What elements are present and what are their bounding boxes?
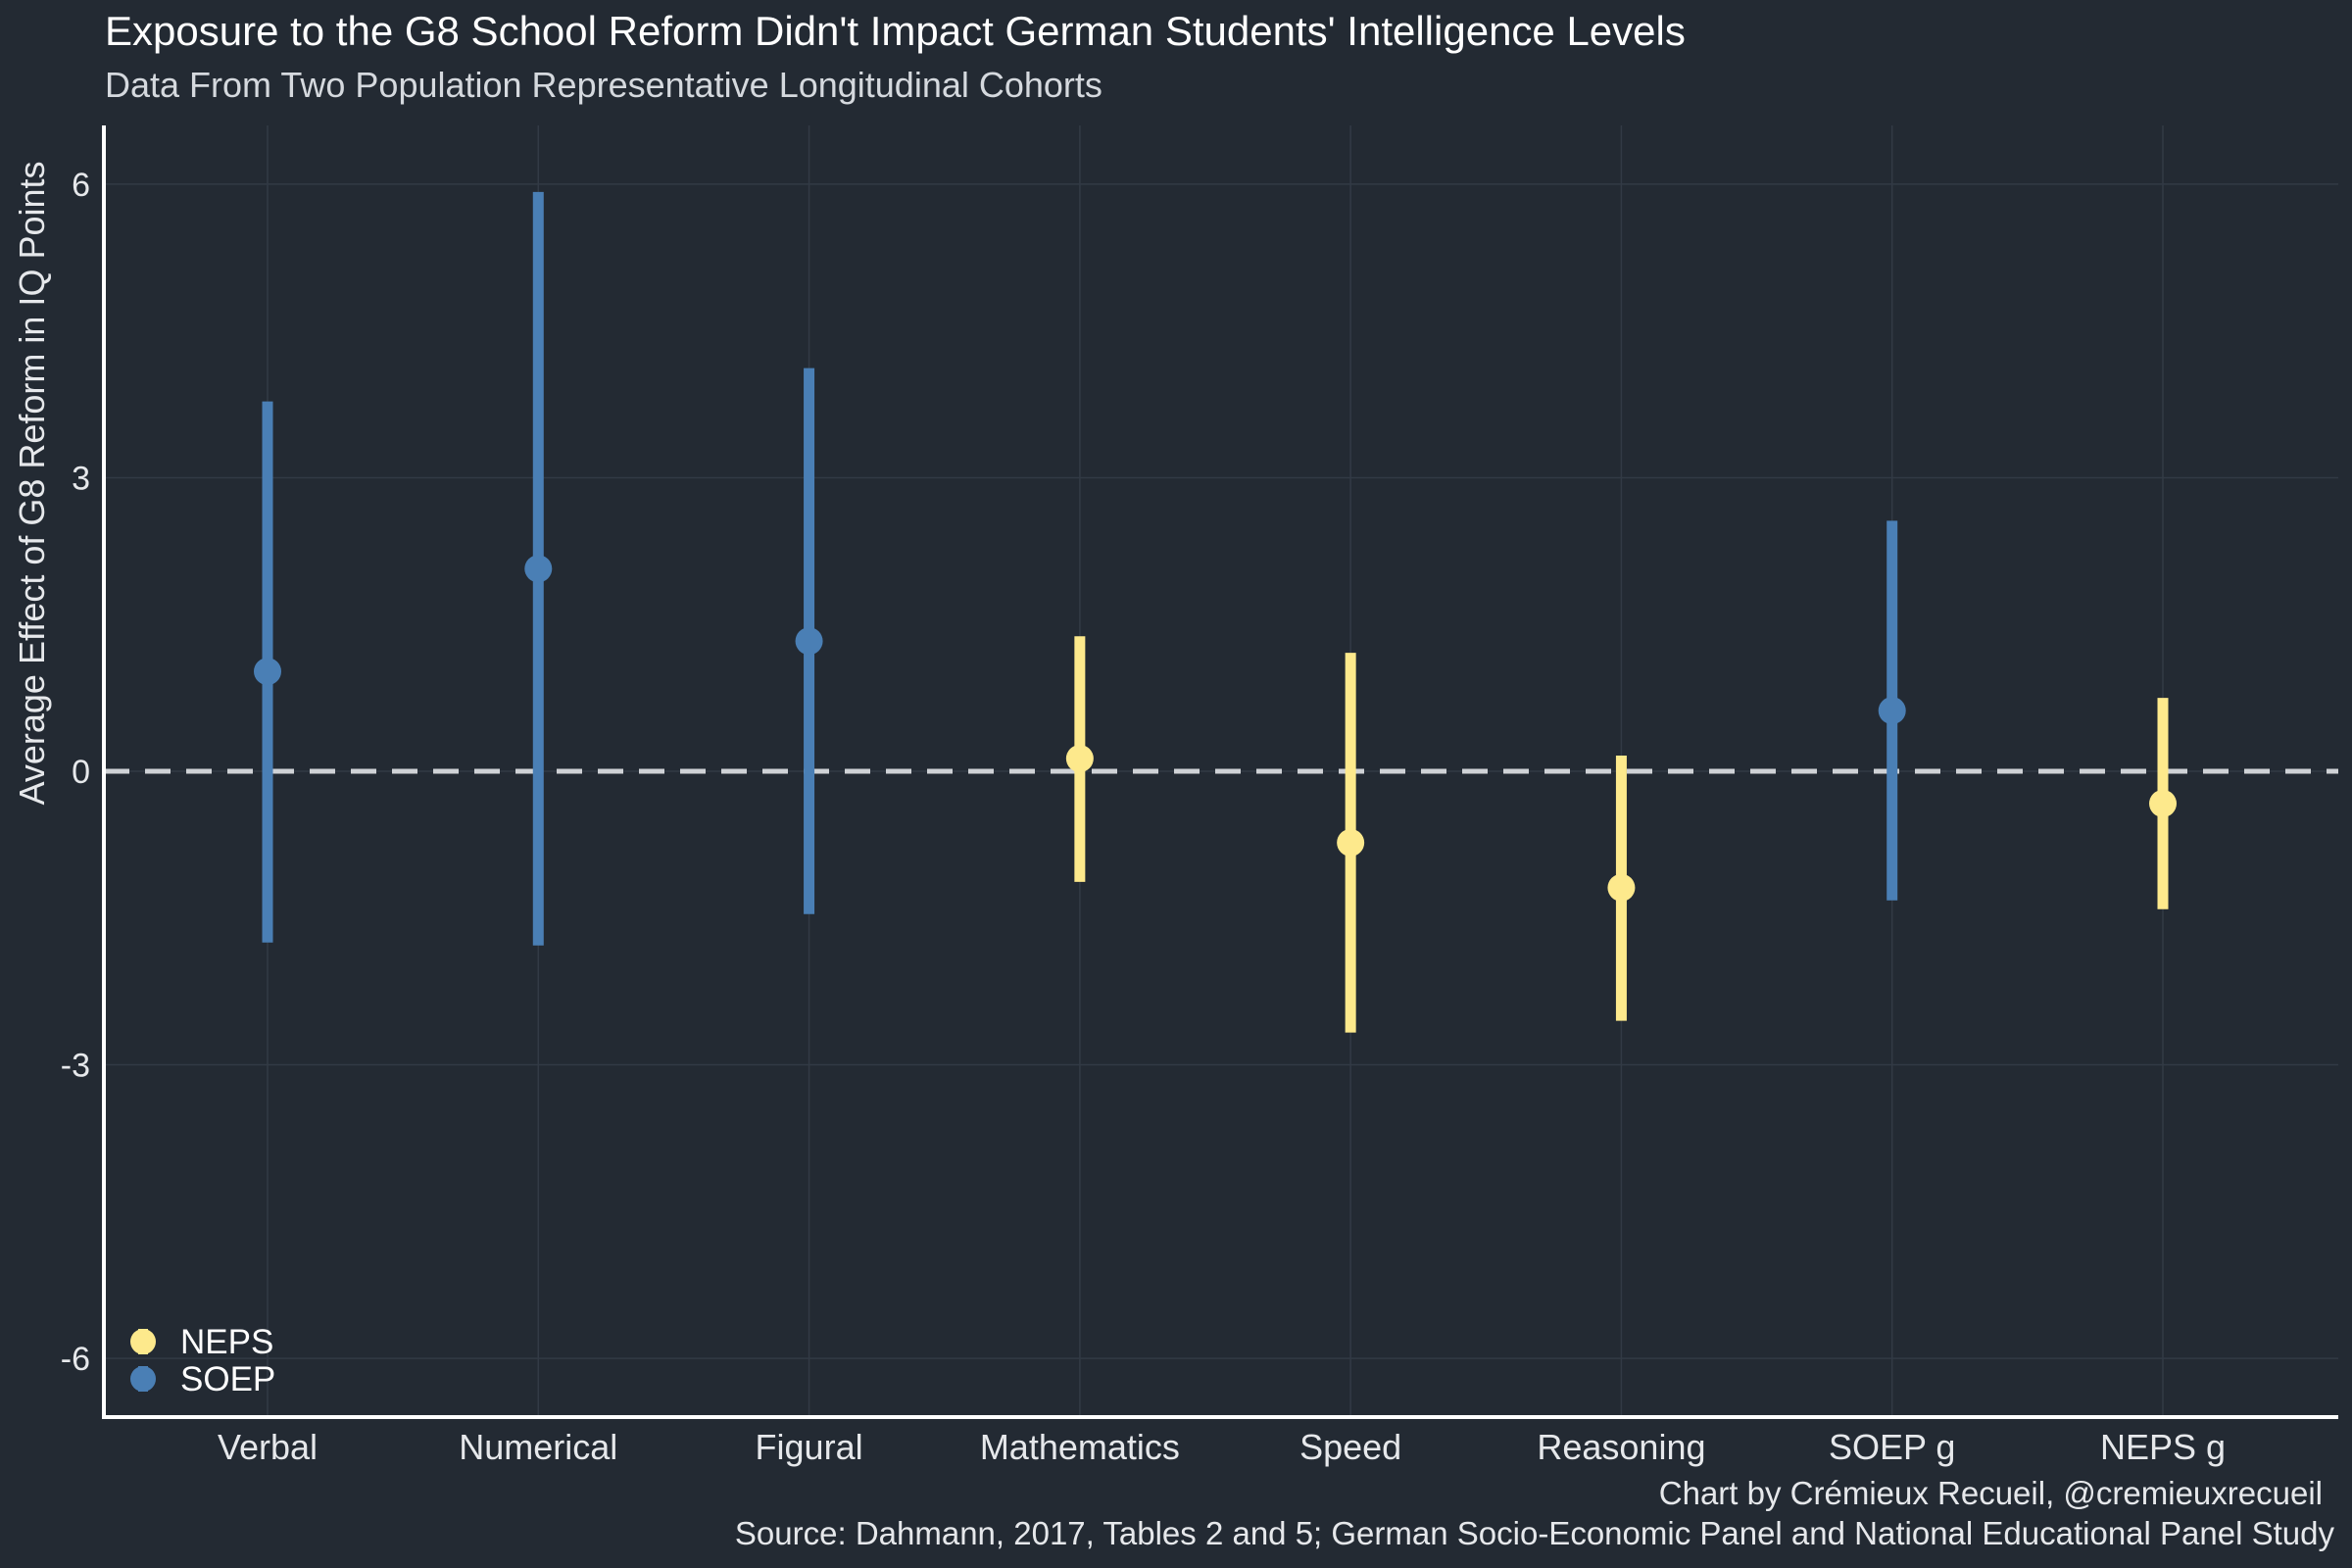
chart-credit: Chart by Crémieux Recueil, @cremieuxrecu… <box>1658 1475 2323 1511</box>
x-tick-label: NEPS g <box>2100 1427 2226 1467</box>
y-tick-label: 0 <box>72 754 90 791</box>
chart-subtitle: Data From Two Population Representative … <box>105 65 1102 105</box>
legend-label-soep: SOEP <box>180 1360 275 1398</box>
y-tick-label: -6 <box>61 1341 90 1378</box>
point-figural <box>795 627 823 656</box>
y-tick-label: 6 <box>72 167 90 204</box>
chart-source: Source: Dahmann, 2017, Tables 2 and 5; G… <box>734 1515 2334 1551</box>
legend-key-point-neps <box>130 1329 156 1354</box>
y-ticks-layer: 6 3 0 -3 -6 <box>61 167 90 1378</box>
x-tick-label: Figural <box>756 1427 863 1467</box>
y-axis-label: Average Effect of G8 Reform in IQ Points <box>12 162 52 806</box>
y-tick-label: -3 <box>61 1048 90 1085</box>
x-tick-label: Verbal <box>218 1427 318 1467</box>
point-soep-g <box>1878 697 1906 725</box>
x-tick-label: Reasoning <box>1537 1427 1705 1467</box>
point-verbal <box>254 658 281 686</box>
x-tick-label: Mathematics <box>980 1427 1180 1467</box>
y-tick-label: 3 <box>72 460 90 497</box>
legend-label-neps: NEPS <box>180 1323 273 1361</box>
point-numerical <box>524 555 553 583</box>
point-speed <box>1337 828 1365 857</box>
marks-layer <box>254 191 2177 1033</box>
chart-title: Exposure to the G8 School Reform Didn't … <box>105 8 1686 54</box>
x-ticks-layer: Verbal Numerical Figural Mathematics Speed Re… <box>218 1427 2226 1467</box>
x-tick-label: SOEP g <box>1829 1427 1955 1467</box>
point-mathematics <box>1065 745 1094 773</box>
x-tick-label: Numerical <box>459 1427 617 1467</box>
legend-key-point-soep <box>130 1366 156 1392</box>
point-neps-g <box>2149 789 2177 817</box>
x-tick-label: Speed <box>1299 1427 1401 1467</box>
point-reasoning <box>1607 873 1636 902</box>
